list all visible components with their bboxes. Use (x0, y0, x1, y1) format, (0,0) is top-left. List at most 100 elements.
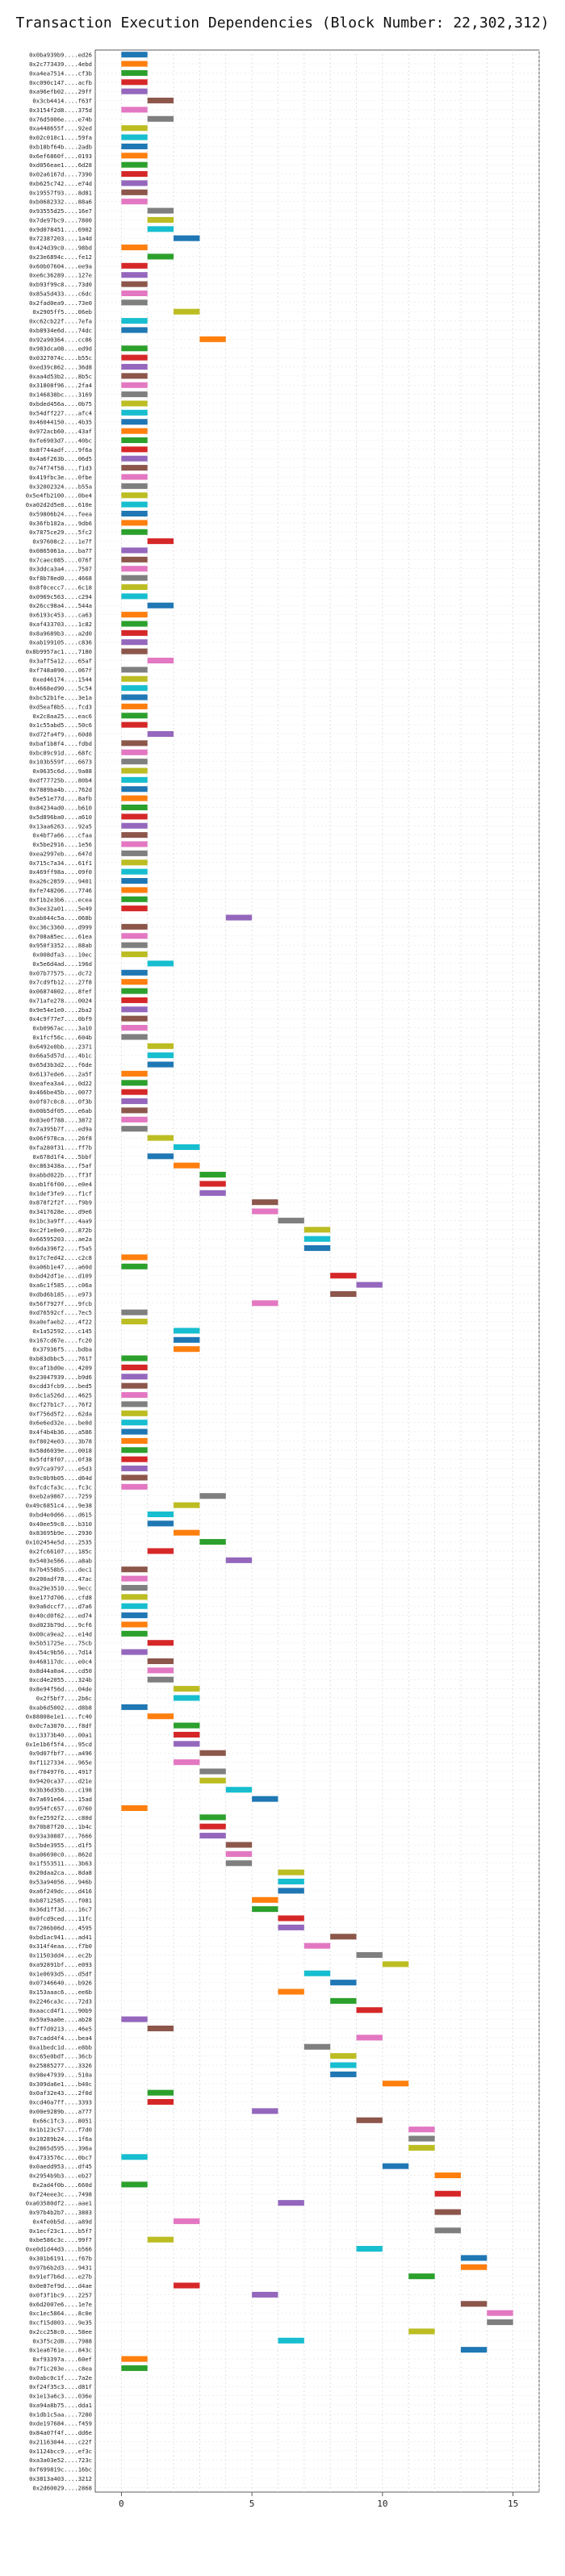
y-tick-label: 0x2905ff5....06eb (32, 308, 92, 316)
y-tick-label: 0x0f3f1bc9....2257 (29, 2291, 92, 2298)
y-tick-label: 0x7a691e64....15ad (29, 1796, 92, 1803)
y-tick-label: 0x37936f5....bdba (32, 1346, 92, 1353)
bar (303, 1245, 331, 1252)
bar (121, 786, 148, 792)
bar (252, 1906, 278, 1913)
bar (303, 1227, 331, 1233)
bar (147, 1658, 174, 1665)
y-tick-label: 0x0abc0c1f....7a2e (29, 2374, 92, 2382)
bar (121, 969, 148, 976)
bar (330, 1290, 357, 1297)
bar (121, 721, 148, 728)
y-tick-label: 0x3417628e....d9e6 (29, 1208, 92, 1215)
y-tick-label: 0x02c010c1....59fa (29, 134, 92, 141)
y-tick-label: 0x6da396f2....f5a5 (29, 1245, 92, 1252)
y-tick-label: 0x1124bcc9....ef3c (29, 2448, 92, 2455)
y-tick-label: 0x0327074c....b55c (29, 354, 92, 362)
bar (225, 1842, 253, 1848)
bar (121, 1437, 148, 1444)
y-tick-label: 0xb625c742....e74d (29, 180, 92, 187)
y-tick-label: 0x6492e0bb....2371 (29, 1043, 92, 1050)
bar (121, 1566, 148, 1573)
bar (121, 455, 148, 462)
y-tick-label: 0x2d60029....2868 (32, 2484, 92, 2491)
y-tick-label: 0x167cd67e....fc20 (29, 1336, 92, 1344)
y-tick-label: 0xf756d5f2....62da (29, 1410, 92, 1417)
bar (121, 1474, 148, 1481)
plot-frame (94, 49, 540, 2493)
bar (121, 52, 148, 58)
y-tick-label: 0xff7d0213....46e5 (29, 2026, 92, 2033)
y-tick-label: 0xbded456a....0b75 (29, 400, 92, 408)
y-tick-label: 0x97b6b2d3....9431 (29, 2264, 92, 2271)
bar (460, 2301, 488, 2307)
bar (356, 2007, 383, 2014)
bar (252, 1300, 278, 1307)
bar (121, 1401, 148, 1407)
y-tick-label: 0x146838bc....3169 (29, 391, 92, 399)
bar (199, 1777, 226, 1784)
y-tick-label: 0x83695b9e....2930 (29, 1529, 92, 1537)
bar (121, 1594, 148, 1600)
y-tick-label: 0xc62cb22f....7efa (29, 318, 92, 325)
bar (278, 1217, 304, 1223)
bar (408, 2126, 435, 2133)
y-tick-label: 0x6d2007e6....1e7e (29, 2301, 92, 2308)
bar (121, 428, 148, 434)
y-tick-label: 0x93a30887....7666 (29, 1833, 92, 1840)
y-tick-label: 0x972acb60....43af (29, 428, 92, 435)
y-tick-label: 0x13aa6263....92a5 (29, 822, 92, 830)
y-tick-label: 0x40ee59c8....b310 (29, 1520, 92, 1528)
y-tick-label: 0x0e87ef9d....d4ae (29, 2282, 92, 2290)
y-tick-label: 0x9c0b9b05....d64d (29, 1474, 92, 1482)
bar (121, 1319, 148, 1325)
y-tick-label: 0x32002324....b55a (29, 483, 92, 490)
bar (408, 2135, 435, 2142)
bar (174, 1346, 200, 1353)
bar (199, 336, 226, 342)
bar (252, 1796, 278, 1802)
bar (408, 2144, 435, 2151)
y-tick-label: 0xaaccd4f1....90b9 (29, 2007, 92, 2014)
bar (121, 1603, 148, 1609)
bar (174, 1759, 200, 1766)
y-tick-label: 0x6c1a526d....4625 (29, 1392, 92, 1399)
y-tick-label: 0x2f5bf7....2b6c (36, 1695, 92, 1702)
y-tick-label: 0x7a395b7f....ed9a (29, 1126, 92, 1133)
y-tick-label: 0x84234ad0....b610 (29, 805, 92, 812)
y-tick-label: 0x92a90364....cc86 (29, 336, 92, 343)
bar (278, 1924, 304, 1930)
bar (121, 556, 148, 562)
y-tick-label: 0x2954b9b3....eb27 (29, 2172, 92, 2180)
y-tick-label: 0x2246ca3c....72d3 (29, 1997, 92, 2005)
bar (225, 914, 253, 921)
bar (121, 391, 148, 398)
y-tick-label: 0x71afe278....0024 (29, 997, 92, 1004)
bar (121, 1612, 148, 1619)
y-tick-label: 0x59a9aa0e....ab28 (29, 2016, 92, 2023)
y-tick-label: 0x02a6167d....7390 (29, 171, 92, 178)
y-tick-label: 0x200adf78....47ac (29, 1575, 92, 1583)
bar (121, 583, 148, 591)
bar (121, 905, 148, 912)
bar (121, 327, 148, 333)
bar (121, 685, 148, 692)
y-tick-label: 0x2c8aa25....eac6 (32, 713, 92, 720)
bar (121, 199, 148, 205)
bar (199, 1539, 226, 1545)
y-tick-label: 0x8e94f56d....04de (29, 1686, 92, 1693)
y-tick-label: 0x49c6851c4....9e38 (26, 1502, 92, 1509)
y-tick-label: 0x102454e5d....2535 (26, 1539, 92, 1546)
y-tick-label: 0xcd4e2055....324b (29, 1676, 92, 1683)
x-tick-label: 10 (377, 2499, 387, 2509)
y-tick-label: 0x5403e566....a8ab (29, 1557, 92, 1564)
bar (121, 272, 148, 278)
bar (121, 703, 148, 709)
bar (121, 1070, 148, 1077)
y-tick-label: 0xfe2592f2....c80d (29, 1814, 92, 1821)
y-tick-label: 0xbaf1b8f4....fdbd (29, 740, 92, 747)
bar (147, 657, 174, 664)
bar (303, 1970, 331, 1976)
bar (487, 2310, 513, 2316)
y-tick-label: 0x7caec085....076f (29, 556, 92, 563)
